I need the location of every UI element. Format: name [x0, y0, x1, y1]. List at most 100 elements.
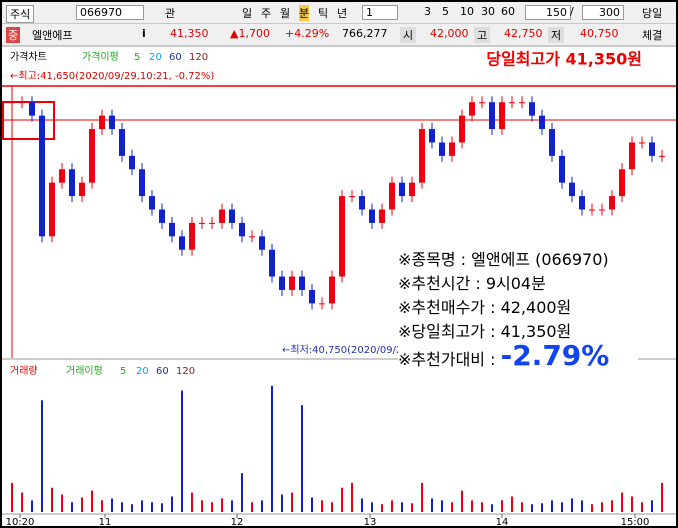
- candle: [509, 102, 515, 104]
- stock-name: 엘앤에프: [32, 29, 73, 42]
- period-year[interactable]: 년: [337, 7, 348, 20]
- candle: [89, 129, 95, 183]
- time-label: 15:00: [621, 517, 650, 526]
- vol-ma-legend: 거래이평: [66, 365, 103, 377]
- candle: [199, 222, 205, 224]
- today-check[interactable]: 당일: [642, 7, 663, 20]
- candle: [319, 303, 325, 305]
- candle: [249, 236, 255, 238]
- volume-bar: [381, 504, 383, 512]
- period-tick[interactable]: 틱: [318, 7, 329, 20]
- volume-bar: [111, 498, 113, 512]
- min-10[interactable]: 10: [460, 5, 474, 18]
- volume-bar: [551, 500, 553, 512]
- min-5[interactable]: 5: [442, 5, 449, 18]
- candle: [219, 209, 225, 223]
- info-box: ※종목명 : 엘앤에프 (066970) ※추천시간 : 9시04분 ※추천매수…: [398, 248, 638, 372]
- volume-bar: [661, 482, 663, 512]
- volume-bar: [101, 500, 103, 512]
- volume-bar: [521, 502, 523, 512]
- volume-bar: [391, 500, 393, 512]
- volume-bar: [621, 492, 623, 512]
- candle: [49, 182, 55, 237]
- volume-bar: [371, 502, 373, 512]
- period-minute[interactable]: 분: [299, 5, 310, 21]
- candle: [189, 222, 195, 250]
- info-button[interactable]: i: [142, 27, 146, 40]
- info-line: ※추천매수가 : 42,400원: [398, 298, 572, 317]
- candle: [349, 196, 355, 198]
- volume-bar: [361, 498, 363, 512]
- volume-bar: [441, 500, 443, 512]
- volume-bar: [11, 482, 13, 512]
- headline: 당일최고가 41,350원: [486, 50, 642, 69]
- volume-bar: [131, 504, 133, 512]
- volume-bar: [591, 504, 593, 512]
- period-day[interactable]: 일: [242, 7, 253, 20]
- ma-5: 5: [134, 52, 140, 63]
- price-legend: 가격차트: [10, 50, 47, 63]
- volume-bar: [51, 487, 53, 512]
- candle: [209, 222, 215, 224]
- candle: [389, 182, 395, 210]
- volume-bar: [281, 494, 283, 512]
- volume-bar: [531, 504, 533, 512]
- volume-bar: [151, 502, 153, 512]
- volume-bar: [451, 502, 453, 512]
- unit-select[interactable]: 1: [362, 5, 398, 20]
- candle: [469, 102, 475, 116]
- candle: [649, 142, 655, 156]
- high-note: ←최고:41,650(2020/09/29,10:21, -0.72%): [10, 70, 214, 82]
- volume-bar: [61, 494, 63, 512]
- candle: [559, 155, 565, 183]
- volume-bar: [311, 497, 313, 512]
- toolbar: 주식 066970 관 일 주 월 분 틱 년 1 3 5 10 30 60 1…: [2, 2, 676, 24]
- vol-ma-5: 5: [120, 366, 126, 377]
- volume-bar: [541, 503, 543, 512]
- rate: +4.29%: [285, 27, 330, 40]
- volume-bar: [191, 492, 193, 512]
- candle: [339, 196, 345, 277]
- min-30[interactable]: 30: [481, 5, 495, 18]
- candle: [119, 129, 125, 156]
- volume-bar: [261, 500, 263, 512]
- candle: [369, 209, 375, 223]
- volume-bar: [161, 503, 163, 512]
- candle: [239, 222, 245, 237]
- total: 300: [582, 5, 624, 20]
- volume-bar: [201, 500, 203, 512]
- candle: [29, 102, 35, 116]
- candle: [379, 209, 385, 223]
- period-month[interactable]: 월: [280, 7, 291, 20]
- min-60[interactable]: 60: [501, 5, 515, 18]
- slash: /: [570, 5, 574, 18]
- volume-bar: [231, 500, 233, 512]
- info-label: ※추천가대비 :: [398, 350, 496, 369]
- trade-tab[interactable]: 체결: [642, 29, 663, 42]
- candle: [39, 115, 45, 237]
- count-input[interactable]: 150: [525, 5, 571, 20]
- vol-ma-60: 60: [156, 366, 169, 377]
- candle: [99, 115, 105, 130]
- candle: [479, 102, 485, 104]
- volume-bar: [31, 500, 33, 512]
- candle: [589, 209, 595, 211]
- favorite[interactable]: 관: [165, 7, 176, 20]
- high: 42,750: [504, 27, 543, 40]
- candle: [529, 102, 535, 116]
- candle: [149, 196, 155, 210]
- info-line: ※종목명 : 엘앤에프 (066970): [398, 250, 609, 269]
- code-input[interactable]: 066970: [76, 5, 144, 20]
- period-week[interactable]: 주: [261, 7, 272, 20]
- open: 42,000: [430, 27, 469, 40]
- volume-bar: [641, 502, 643, 512]
- min-3[interactable]: 3: [424, 5, 431, 18]
- candle: [619, 169, 625, 197]
- market-select[interactable]: 주식: [6, 5, 35, 23]
- time-label: 14: [496, 517, 509, 526]
- vol-ma-20: 20: [136, 366, 149, 377]
- volume-bar: [211, 502, 213, 512]
- info-line: ※추천가대비 : -2.79%: [398, 342, 638, 372]
- price: 41,350: [170, 27, 209, 40]
